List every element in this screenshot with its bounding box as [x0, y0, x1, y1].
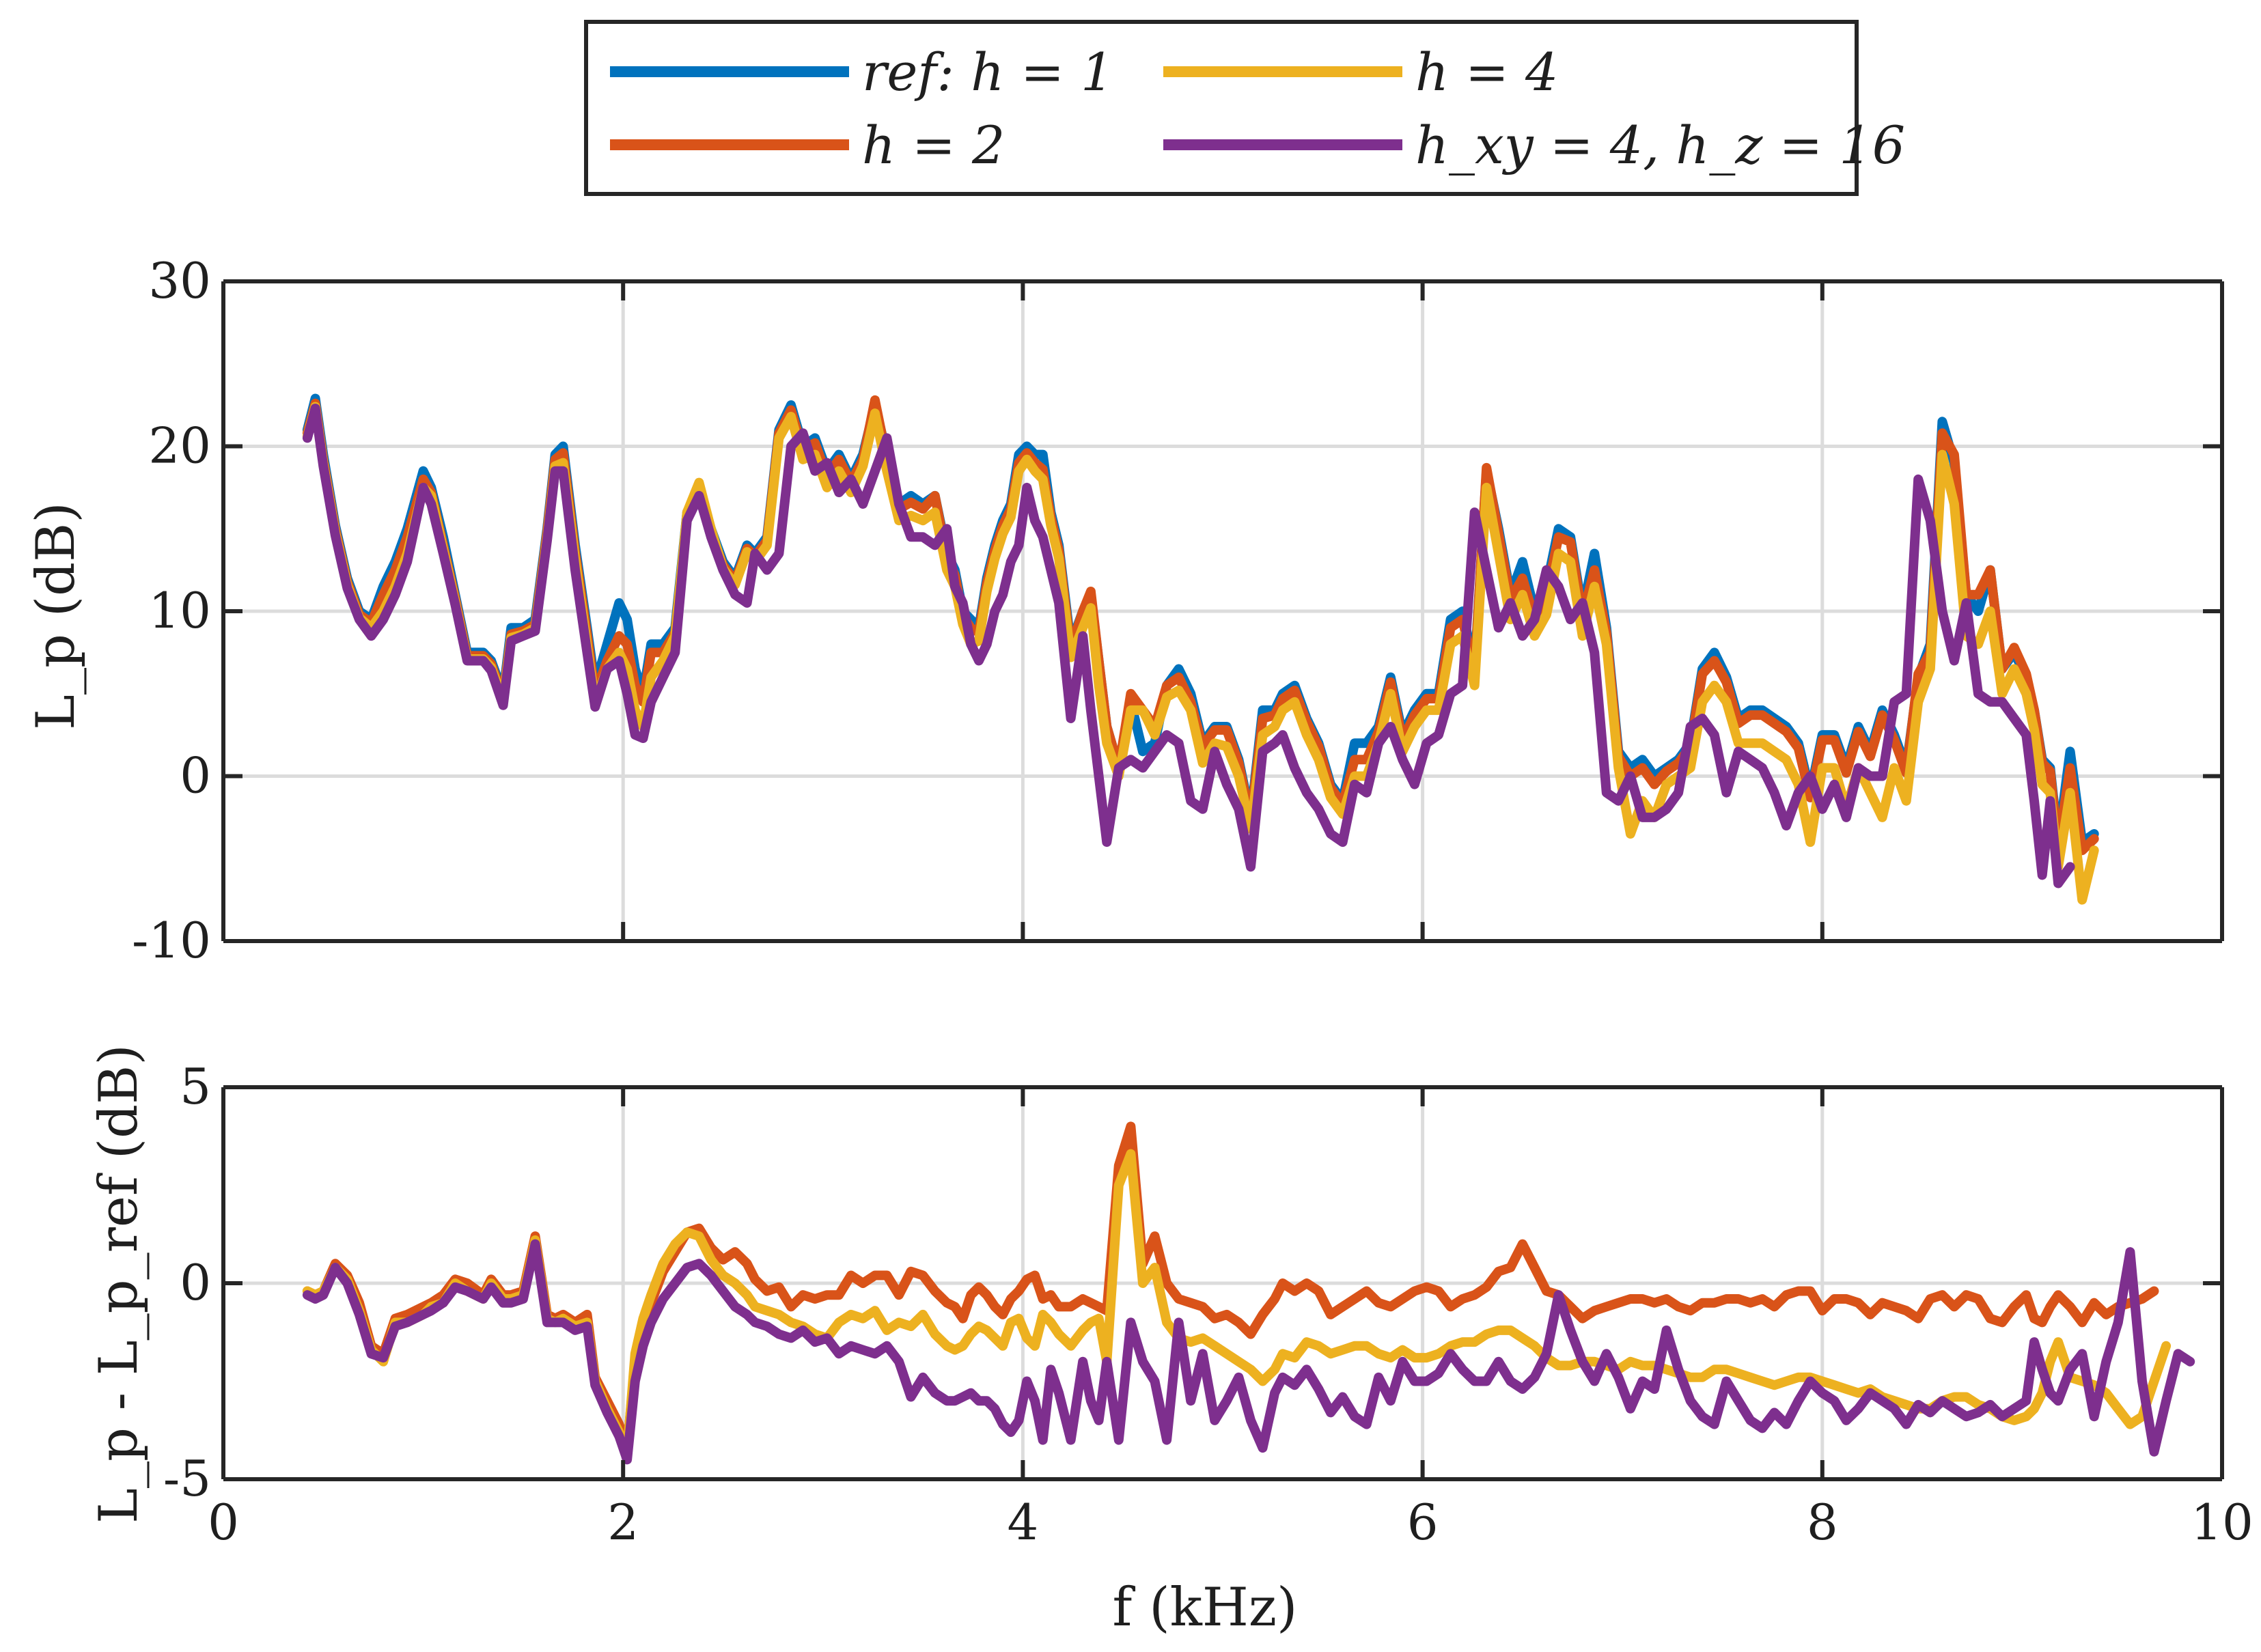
- bottom-x-tick-label: 0: [208, 1494, 239, 1551]
- legend-entry-h2: h = 2: [610, 115, 1005, 176]
- legend-entry-h4: h = 4: [1163, 42, 1558, 102]
- top-y-tick-label: 10: [148, 582, 211, 639]
- bottom-x-tick-label: 8: [1807, 1494, 1838, 1551]
- top-panel: L_p (dB) -10 0 10 20 30: [25, 252, 2224, 969]
- top-series-line-3: [302, 404, 2075, 888]
- top-series-line-2: [302, 402, 2099, 905]
- legend-label-h4: h = 4: [1415, 42, 1558, 102]
- legend-label-ref: ref: h = 1: [862, 42, 1114, 102]
- legend-entry-hxy: h_xy = 4, h_z = 16: [1163, 115, 1905, 176]
- bottom-x-tick-label: 10: [2191, 1494, 2253, 1551]
- top-y-tick-label: 0: [180, 747, 211, 804]
- bottom-x-tick-label: 2: [607, 1494, 639, 1551]
- bottom-y-axis-label: L_p - L_p_ref (dB): [88, 1044, 150, 1524]
- bottom-series-line-2: [302, 1239, 2195, 1465]
- top-series-line-1: [302, 395, 2099, 856]
- legend-box: [584, 20, 1859, 196]
- legend-entry-ref: ref: h = 1: [610, 42, 1114, 102]
- legend-label-hxy: h_xy = 4, h_z = 16: [1415, 115, 1905, 176]
- bottom-y-tick-label: -5: [163, 1450, 211, 1507]
- bottom-x-tick-label: 6: [1407, 1494, 1439, 1551]
- legend: ref: h = 1 h = 4 h = 2 h_xy = 4, h_z = 1…: [584, 20, 1905, 196]
- bottom-x-tick-label: 4: [1007, 1494, 1038, 1551]
- top-y-tick-label: 20: [148, 417, 211, 475]
- bottom-y-tick-label: 5: [180, 1058, 211, 1115]
- top-y-axis-label: L_p (dB): [25, 502, 87, 730]
- legend-label-h2: h = 2: [862, 115, 1005, 176]
- bottom-y-tick-label: 0: [180, 1254, 211, 1311]
- top-y-tick-label: 30: [148, 252, 211, 309]
- top-y-tick-label: -10: [132, 912, 211, 969]
- bottom-x-axis-label: f (kHz): [1113, 1577, 1298, 1638]
